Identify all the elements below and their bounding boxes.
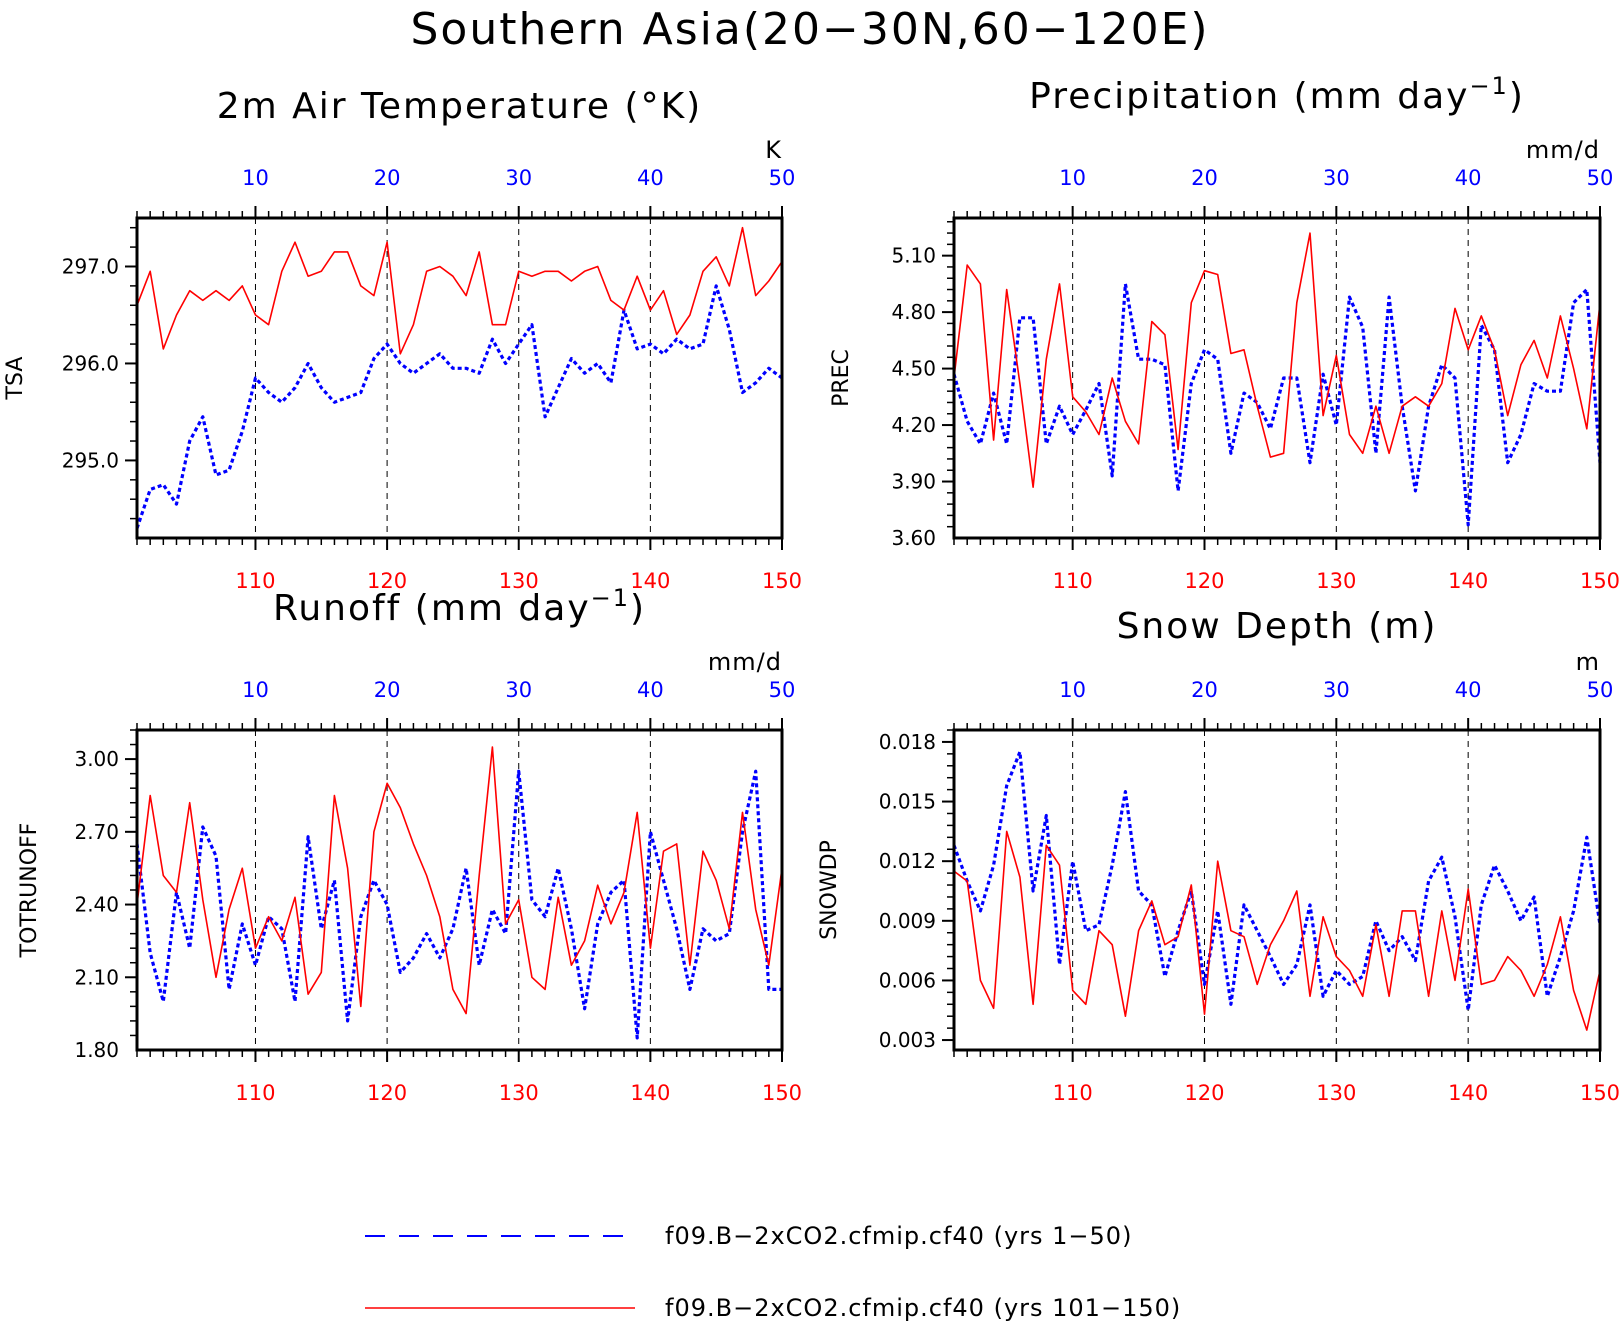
y-tick-label: 4.80 [891,300,936,324]
unit-label: mm/d [708,648,782,676]
x-bottom-tick-label: 110 [1053,1081,1093,1105]
series-yrs-1-50-line [952,750,1602,1012]
chart-panel-snowdp: Snow Depth (m) 0.003 0.006 0.009 0.012 0.015 0… [817,606,1620,1105]
x-top-tick-label: 10 [242,166,269,190]
legend-label: f09.B−2xCO2.cfmip.cf40 (yrs 101−150) [665,1294,1181,1322]
y-axis-label: SNOWDP [817,840,842,940]
chart-panel-tsa: 2m Air Temperature (°K) 295.0 296.0 297.0 11… [3,86,802,593]
x-top-tick-label: 30 [505,166,532,190]
y-tick-label: 2.10 [74,965,119,989]
series-yrs-101-150-line [136,226,783,355]
y-tick-label: 5.10 [891,244,936,268]
y-tick-label: 2.70 [74,820,119,844]
y-tick-label: 2.40 [74,893,119,917]
x-top-tick-label: 40 [637,678,664,702]
x-bottom-tick-label: 130 [499,1081,539,1105]
y-tick-label: 3.90 [891,470,936,494]
x-bottom-tick-label: 140 [630,569,670,593]
panel-title: 2m Air Temperature (°K) [217,86,702,127]
x-bottom-tick-label: 130 [1316,569,1356,593]
x-top-tick-label: 50 [1587,678,1614,702]
x-bottom-tick-label: 130 [1316,1081,1356,1105]
chart-panels: 2m Air Temperature (°K) 295.0 296.0 297.0 11… [3,72,1620,1105]
x-top-tick-label: 50 [769,166,796,190]
panel-title: Snow Depth (m) [1117,606,1438,647]
x-bottom-tick-label: 150 [1580,1081,1620,1105]
unit-label: mm/d [1526,136,1600,164]
series-yrs-101-150-line [953,232,1601,489]
x-top-tick-label: 20 [374,166,401,190]
x-top-tick-label: 30 [1323,166,1350,190]
x-bottom-tick-label: 120 [1184,1081,1224,1105]
x-bottom-tick-label: 140 [1448,569,1488,593]
x-top-tick-label: 40 [1455,678,1482,702]
x-top-tick-label: 50 [1587,166,1614,190]
series-yrs-1-50-line [952,282,1602,527]
series-yrs-101-150-line [136,746,783,1015]
y-tick-label: 1.80 [74,1038,119,1062]
x-bottom-tick-label: 120 [367,1081,407,1105]
y-tick-label: 4.20 [891,413,936,437]
y-axis-label: TOTRUNOFF [17,823,42,959]
chart-panel-prec: Precipitation (mm day−1) 3.60 3.90 4.20 4.50… [829,72,1620,593]
y-axis-label: PREC [829,349,854,407]
x-bottom-tick-label: 150 [762,569,802,593]
x-top-tick-label: 20 [1191,166,1218,190]
y-tick-label: 3.60 [891,526,936,550]
x-top-tick-label: 20 [374,678,401,702]
y-tick-label: 3.00 [74,747,119,771]
x-bottom-tick-label: 110 [235,569,275,593]
y-tick-label: 0.012 [879,849,936,873]
x-top-tick-label: 30 [1323,678,1350,702]
x-bottom-tick-label: 140 [1448,1081,1488,1105]
x-top-tick-label: 10 [242,678,269,702]
x-top-tick-label: 30 [505,678,532,702]
y-tick-label: 0.003 [879,1028,936,1052]
chart-legend: f09.B−2xCO2.cfmip.cf40 (yrs 1−50) f09.B−2… [365,1222,1181,1322]
x-bottom-tick-label: 130 [499,569,539,593]
x-bottom-tick-label: 110 [235,1081,275,1105]
legend-label: f09.B−2xCO2.cfmip.cf40 (yrs 1−50) [665,1222,1132,1250]
series-yrs-1-50-line [135,284,783,529]
chart-panel-totrunoff: Runoff (mm day−1) 1.80 2.10 2.40 2.70 3.00 110… [17,584,802,1105]
y-axis-label: TSA [3,357,28,401]
plot-frame [135,216,784,540]
x-bottom-tick-label: 140 [630,1081,670,1105]
unit-label: K [765,136,782,164]
x-bottom-tick-label: 150 [762,1081,802,1105]
figure-title: Southern Asia(20−30N,60−120E) [410,4,1209,55]
y-tick-label: 0.015 [879,790,936,814]
x-top-tick-label: 10 [1059,678,1086,702]
x-bottom-tick-label: 120 [367,569,407,593]
y-tick-label: 295.0 [62,448,119,472]
y-tick-label: 296.0 [62,351,119,375]
y-tick-label: 297.0 [62,254,119,278]
plot-frame [952,216,1602,540]
x-top-tick-label: 10 [1059,166,1086,190]
y-tick-label: 4.50 [891,357,936,381]
series-yrs-101-150-line [953,830,1601,1031]
unit-label: m [1576,648,1600,676]
panel-title: Precipitation (mm day−1) [1029,72,1525,117]
x-bottom-tick-label: 150 [1580,569,1620,593]
x-bottom-tick-label: 110 [1053,569,1093,593]
plot-frame [952,728,1602,1052]
x-top-tick-label: 20 [1191,678,1218,702]
series-yrs-1-50-line [135,769,782,1040]
x-top-tick-label: 50 [769,678,796,702]
y-tick-label: 0.009 [879,909,936,933]
x-top-tick-label: 40 [1455,166,1482,190]
y-tick-label: 0.018 [879,730,936,754]
x-top-tick-label: 40 [637,166,664,190]
panel-title: Runoff (mm day−1) [273,584,646,629]
y-tick-label: 0.006 [879,968,936,992]
x-bottom-tick-label: 120 [1184,569,1224,593]
